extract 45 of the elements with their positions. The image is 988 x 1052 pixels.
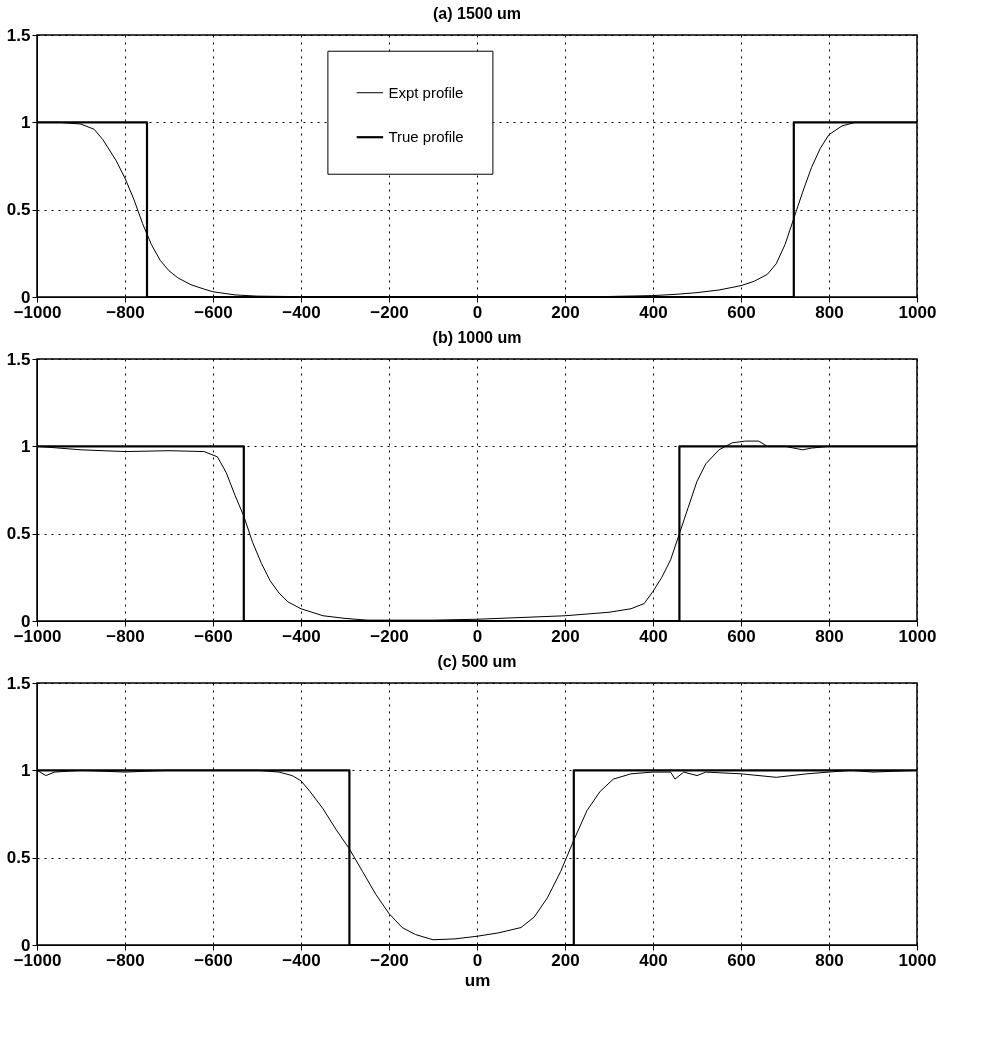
x-tick-label: 0	[472, 950, 483, 970]
x-tick-label: 400	[639, 950, 668, 970]
legend-label: True profile	[388, 128, 464, 146]
y-tick-label: 1	[21, 112, 31, 132]
x-tick-label: 400	[639, 626, 668, 646]
y-tick-label: 1.5	[6, 673, 31, 693]
y-tick-label: 0.5	[6, 848, 31, 868]
x-axis-title: um	[464, 970, 491, 990]
y-tick-label: 1.5	[6, 25, 31, 45]
x-tick-label: −400	[282, 950, 321, 970]
x-tick-label: 200	[551, 626, 580, 646]
y-tick-label: 0.5	[6, 200, 31, 220]
legend-label: Expt profile	[388, 83, 464, 101]
y-tick-label: 0.5	[6, 524, 31, 544]
x-tick-label: −800	[106, 950, 145, 970]
chart-title: (a) 1500 um	[432, 5, 522, 22]
x-tick-label: 600	[727, 626, 756, 646]
x-tick-label: 800	[815, 950, 844, 970]
y-tick-label: 1	[21, 436, 31, 456]
x-tick-label: −600	[194, 950, 233, 970]
x-tick-label: 600	[727, 950, 756, 970]
chart-title: (c) 500 um	[437, 653, 517, 670]
x-tick-label: −600	[194, 302, 233, 322]
x-tick-label: 400	[639, 302, 668, 322]
x-tick-label: −800	[106, 626, 145, 646]
x-tick-label: −400	[282, 626, 321, 646]
x-tick-label: 0	[472, 626, 483, 646]
y-tick-label: 1.5	[6, 349, 31, 369]
x-tick-label: 0	[472, 302, 483, 322]
x-tick-label: 1000	[898, 302, 937, 322]
x-tick-label: 200	[551, 302, 580, 322]
x-tick-label: −200	[370, 950, 409, 970]
chart-title: (b) 1000 um	[432, 329, 522, 346]
x-tick-label: 200	[551, 950, 580, 970]
x-tick-label: 800	[815, 626, 844, 646]
x-tick-label: −200	[370, 626, 409, 646]
x-tick-label: −400	[282, 302, 321, 322]
x-tick-label: 1000	[898, 950, 937, 970]
x-tick-label: 800	[815, 302, 844, 322]
x-tick-label: −200	[370, 302, 409, 322]
x-tick-label: −800	[106, 302, 145, 322]
y-tick-label: 1	[21, 760, 31, 780]
x-tick-label: 1000	[898, 626, 937, 646]
x-tick-label: 600	[727, 302, 756, 322]
x-tick-label: −600	[194, 626, 233, 646]
